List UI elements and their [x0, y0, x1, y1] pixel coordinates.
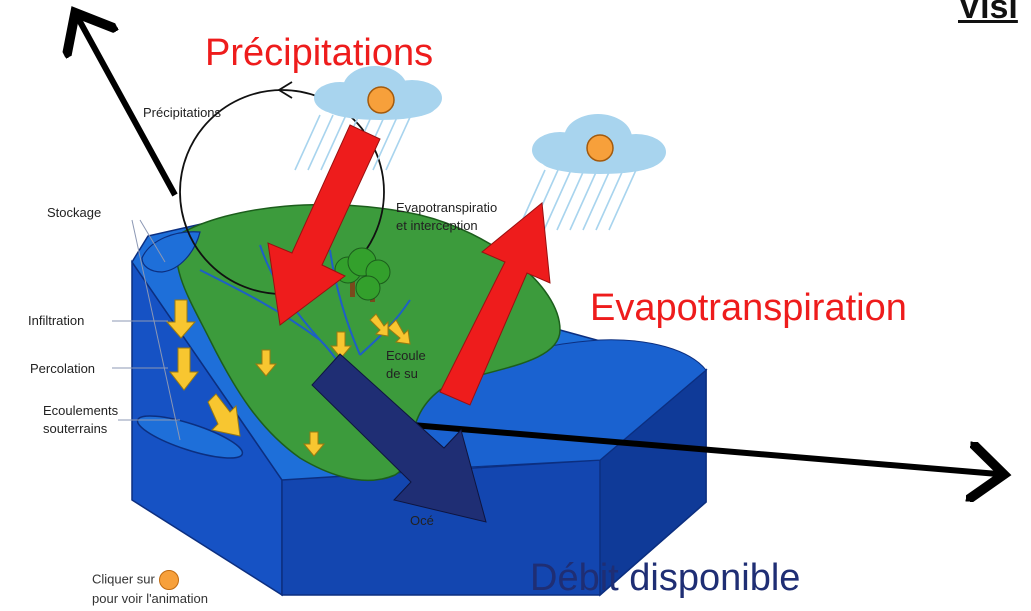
black-arrow-up [78, 18, 178, 197]
yellow-arrows [165, 299, 411, 457]
leader-stockage-2 [139, 219, 166, 263]
label-stockage: Stockage [47, 205, 102, 220]
yellow-arrow-infiltration [165, 299, 197, 339]
yellow-arrow-surface-2 [329, 331, 353, 359]
animation-hint-line2: pour voir l'animation [92, 591, 208, 606]
label-ocean: Océ [410, 513, 434, 528]
animation-hint: Cliquer sur pour voir l'animation [92, 570, 208, 607]
yellow-arrow-ecoulement [207, 393, 241, 437]
label-surface-line2: de su [386, 366, 418, 381]
black-arrow-right [411, 422, 998, 474]
heading-partial: Visi [958, 0, 1018, 26]
label-infiltration: Infiltration [28, 313, 85, 328]
sun-icon-right [586, 134, 614, 162]
red-arrow-precipitation [267, 124, 381, 326]
yellow-arrow-surface-1 [254, 349, 278, 377]
yellow-arrow-percolation [168, 347, 200, 391]
label-evapotranspiration-line2: et interception [396, 218, 478, 233]
sun-icon-left [367, 86, 395, 114]
label-debit-disponible: Débit disponible [530, 557, 801, 599]
animation-hint-line1: Cliquer sur [92, 571, 155, 587]
label-ecoulements-line2: souterrains [43, 421, 108, 436]
label-ecoulements-line1: Ecoulements [43, 403, 119, 418]
label-surface-line1: Ecoule [386, 348, 426, 363]
cycle-arrowhead [277, 81, 293, 99]
label-evapotranspiration-large: Evapotranspiration [590, 287, 907, 329]
storage-lake [141, 231, 201, 273]
yellow-arrow-surface-5 [369, 313, 389, 337]
river-branch-2 [329, 249, 361, 356]
label-precipitations-large: Précipitations [205, 32, 434, 74]
label-evapotranspiration-line1: Evapotranspiratio [396, 200, 498, 215]
cloud-icon-right [517, 114, 666, 231]
tree-icon [334, 247, 391, 302]
yellow-arrow-surface-4 [302, 431, 326, 457]
leader-stockage-1 [131, 219, 181, 441]
label-percolation: Percolation [30, 361, 96, 376]
blue-arrow-debit [311, 353, 487, 523]
animation-sun-icon[interactable] [158, 570, 179, 590]
label-precipitations: Précipitations [143, 105, 222, 120]
red-arrow-evapotranspiration [439, 202, 551, 406]
yellow-arrow-surface-3 [387, 319, 411, 345]
